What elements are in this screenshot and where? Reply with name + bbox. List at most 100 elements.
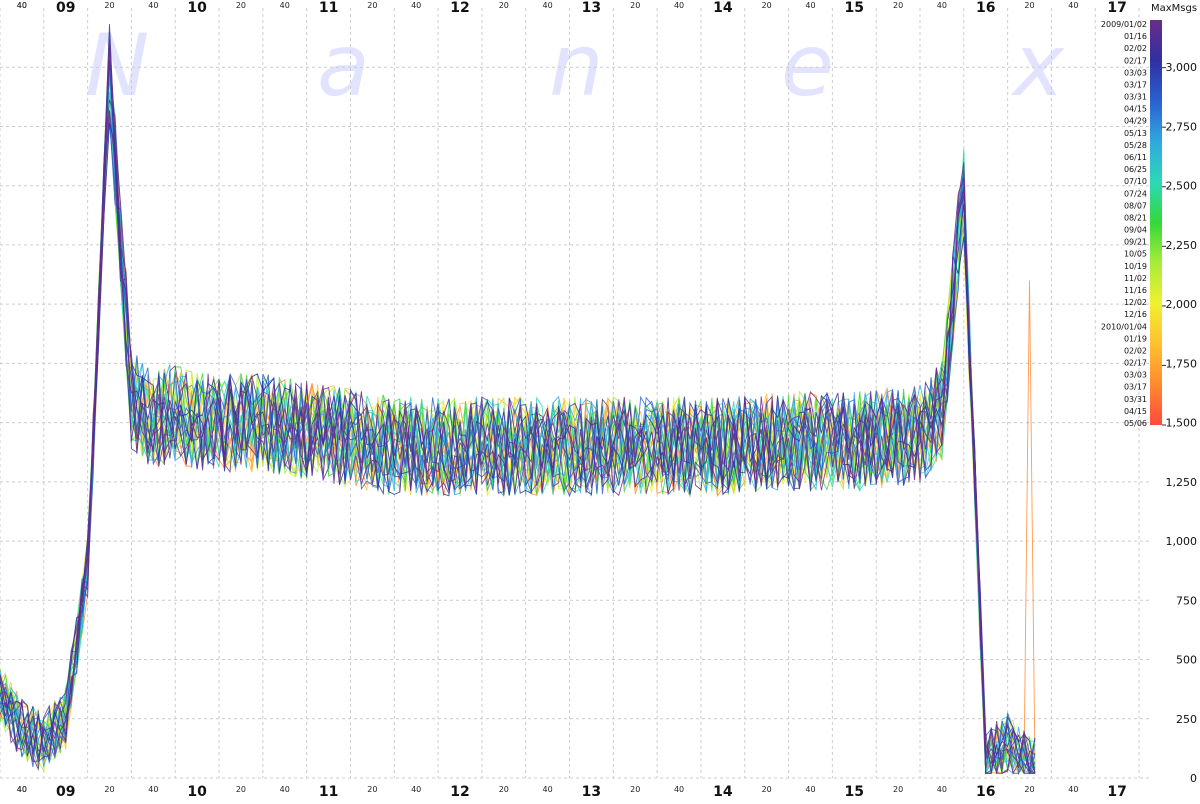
y-tick: 2,250	[1166, 239, 1198, 252]
x-minute-tick: 20	[893, 785, 903, 794]
x-hour-tick: 12	[450, 784, 469, 800]
x-hour-tick: 14	[713, 0, 733, 16]
legend-date-label: 02/02	[1124, 346, 1147, 355]
legend-date-label: 04/29	[1124, 117, 1147, 126]
legend-date-label: 11/02	[1124, 274, 1147, 283]
legend-date-label: 02/17	[1124, 359, 1147, 368]
watermark-letter: a	[317, 16, 370, 116]
x-minute-tick: 20	[236, 1, 246, 10]
legend: MaxMsgs 2009/01/02 01/16 02/02 02/17 03/03 03…	[1101, 3, 1197, 428]
legend-date-label: 03/03	[1124, 371, 1147, 380]
legend-date-label: 03/03	[1124, 68, 1147, 77]
x-hour-tick: 11	[319, 784, 338, 800]
series-line	[0, 115, 1036, 775]
series-line	[0, 75, 1036, 774]
x-minute-tick: 20	[104, 785, 114, 794]
x-minute-tick: 20	[1024, 785, 1034, 794]
legend-date-label: 05/13	[1124, 129, 1147, 138]
legend-date-label: 2010/01/04	[1101, 322, 1147, 331]
legend-date-label: 12/16	[1124, 310, 1147, 319]
x-minute-tick: 20	[630, 785, 640, 794]
series-line	[0, 45, 1036, 775]
y-tick: 250	[1176, 713, 1197, 726]
x-hour-tick: 13	[582, 0, 601, 16]
y-tick: 2,750	[1166, 120, 1198, 133]
x-minute-tick: 40	[148, 1, 158, 10]
x-hour-tick: 15	[845, 0, 864, 16]
legend-date-label: 04/15	[1124, 105, 1147, 114]
x-minute-tick: 40	[280, 785, 290, 794]
y-tick: 0	[1190, 772, 1197, 785]
x-minute-tick: 40	[280, 1, 290, 10]
y-tick: 2,500	[1166, 180, 1198, 193]
y-tick: 750	[1176, 594, 1197, 607]
x-axis-bottom: 40 09 20 40 10 20 40 11 20 40 12 20 40 13 20 40 14 20 40 15…	[17, 784, 1127, 800]
x-minute-tick: 20	[1024, 1, 1034, 10]
legend-date-label: 05/06	[1124, 419, 1147, 428]
legend-date-label: 01/16	[1124, 32, 1147, 41]
x-minute-tick: 40	[17, 785, 27, 794]
y-tick: 500	[1176, 654, 1197, 667]
legend-date-label: 04/15	[1124, 407, 1147, 416]
series-line	[0, 99, 1036, 774]
color-scale-bar	[1150, 20, 1162, 425]
x-hour-tick: 12	[450, 0, 469, 16]
x-minute-tick: 20	[893, 1, 903, 10]
legend-date-label: 09/04	[1124, 226, 1147, 235]
x-minute-tick: 20	[236, 785, 246, 794]
x-hour-tick: 09	[56, 0, 75, 16]
series-line	[0, 43, 1036, 775]
x-minute-tick: 40	[1068, 785, 1078, 794]
x-hour-tick: 13	[582, 784, 601, 800]
x-minute-tick: 40	[411, 785, 421, 794]
legend-date-label: 2009/01/02	[1101, 20, 1147, 29]
watermark-letter: x	[1010, 16, 1065, 116]
x-minute-tick: 40	[1068, 1, 1078, 10]
x-hour-tick: 14	[713, 784, 733, 800]
y-tick: 1,750	[1166, 357, 1198, 370]
x-hour-tick: 17	[1107, 0, 1126, 16]
legend-date-label: 02/02	[1124, 44, 1147, 53]
legend-date-label: 10/05	[1124, 250, 1147, 259]
x-minute-tick: 20	[367, 785, 377, 794]
x-minute-tick: 20	[630, 1, 640, 10]
watermark-letter: n	[549, 16, 604, 116]
x-hour-tick: 11	[319, 0, 338, 16]
legend-date-label: 01/19	[1124, 334, 1147, 343]
x-minute-tick: 40	[17, 785, 27, 794]
x-minute-tick: 40	[674, 1, 684, 10]
x-hour-tick: 10	[187, 0, 207, 16]
x-hour-tick: 16	[976, 784, 995, 800]
x-minute-tick: 40	[805, 1, 815, 10]
legend-date-label: 12/02	[1124, 298, 1147, 307]
x-minute-tick: 40	[937, 785, 947, 794]
x-minute-tick: 40	[148, 785, 158, 794]
x-minute-tick: 40	[805, 785, 815, 794]
y-tick: 3,000	[1166, 61, 1198, 74]
x-minute-tick: 40	[543, 785, 553, 794]
legend-date-label: 11/16	[1124, 286, 1147, 295]
legend-date-label: 03/31	[1124, 93, 1147, 102]
x-axis-top: 40 09 20 40 10 20 40 11 20 40 12 20 40 13 20 40 14 20 40 15…	[17, 0, 1127, 16]
x-hour-tick: 10	[187, 784, 207, 800]
x-minute-tick: 20	[499, 785, 509, 794]
legend-date-label: 03/17	[1124, 383, 1147, 392]
series-line	[0, 24, 1036, 775]
x-minute-tick: 40	[674, 785, 684, 794]
legend-date-label: 06/25	[1124, 165, 1147, 174]
y-tick: 1,000	[1166, 535, 1198, 548]
x-minute-tick: 20	[762, 1, 772, 10]
x-hour-tick: 15	[845, 784, 864, 800]
y-tick: 1,250	[1166, 476, 1198, 489]
x-minute-tick: 40	[17, 1, 27, 10]
x-minute-tick: 20	[762, 785, 772, 794]
x-minute-tick: 40	[937, 1, 947, 10]
x-hour-tick: 17	[1107, 784, 1126, 800]
y-axis: 0 250 500 750 1,000 1,250 1,500 1,750 2,000 2,250…	[1166, 61, 1198, 785]
legend-date-label: 07/10	[1124, 177, 1147, 186]
legend-date-label: 03/17	[1124, 80, 1147, 89]
x-minute-tick: 20	[104, 1, 114, 10]
series-line	[0, 38, 1036, 775]
legend-date-label: 06/11	[1124, 153, 1147, 162]
